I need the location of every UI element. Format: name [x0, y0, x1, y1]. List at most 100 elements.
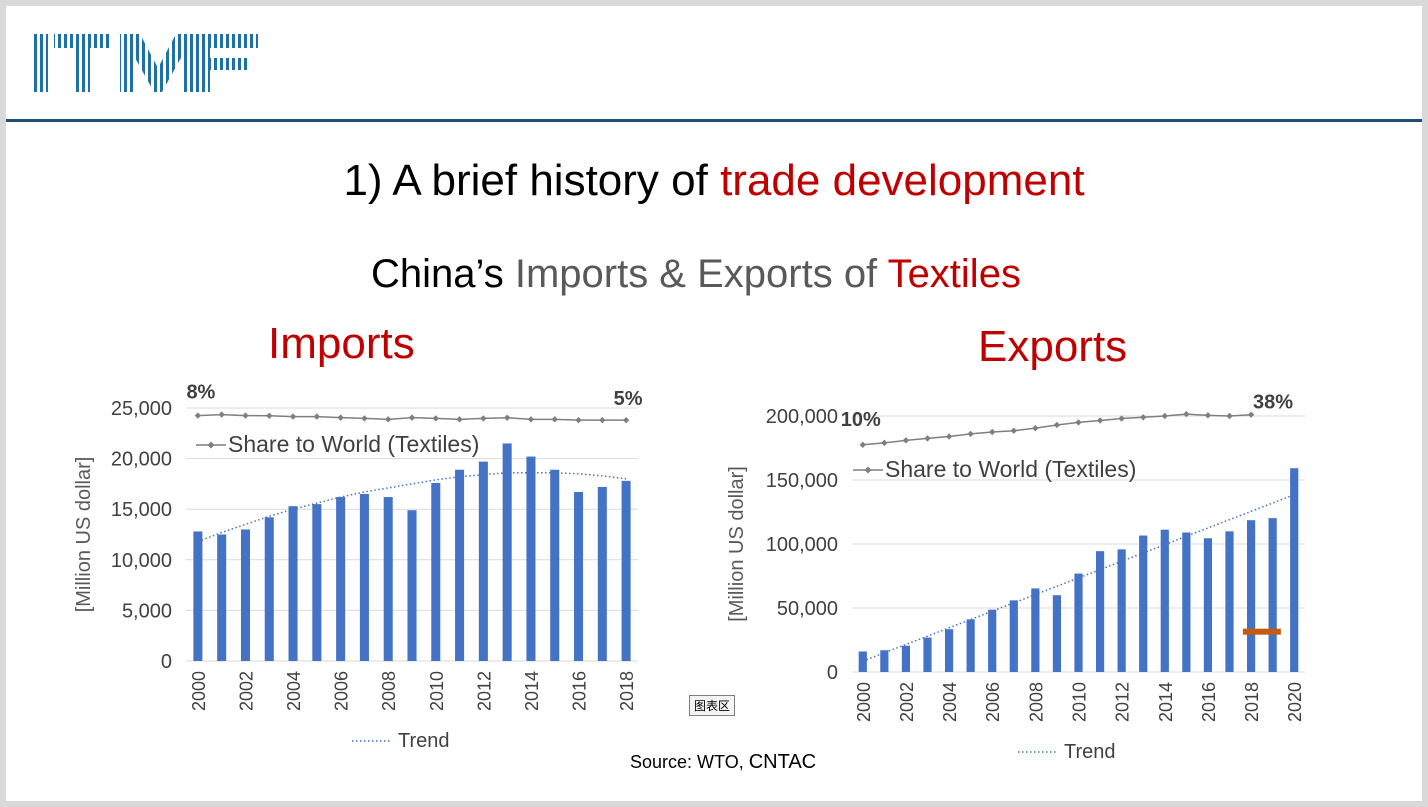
exports-bar — [1246, 520, 1256, 672]
imports-share-point — [194, 412, 202, 419]
imports-share-point — [551, 416, 558, 423]
exports-bar — [1095, 551, 1105, 672]
imports-xtick-label: 2008 — [379, 671, 399, 711]
imports-xtick-label: 2004 — [284, 671, 304, 711]
imports-bar — [383, 497, 393, 661]
title-part1: 1) A brief history of — [343, 156, 721, 205]
exports-bar — [1052, 595, 1062, 672]
imports-share-point — [480, 415, 487, 422]
exports-bar — [923, 637, 932, 672]
subtitle-part1: China’s — [371, 252, 515, 296]
slide-subtitle: China’s Imports & Exports of Textiles — [6, 252, 1386, 297]
exports-bar — [1290, 468, 1299, 672]
imports-bar — [359, 494, 369, 661]
exports-xtick-label: 2014 — [1156, 682, 1176, 722]
exports-share-line — [862, 413, 1252, 446]
imports-chart[interactable]: 0 5,000 10,000 15,000 20,000 25,000 8% 5% Share … — [56, 366, 656, 766]
exports-share-point — [989, 428, 996, 436]
exports-share-start-label: 10% — [841, 409, 881, 431]
imports-bar — [550, 469, 560, 661]
imports-xtick-label: 2012 — [474, 671, 494, 711]
source-prefix: Source: WTO, — [630, 752, 749, 772]
imports-share-point — [527, 416, 535, 423]
imports-share-start-label: 8% — [186, 382, 215, 404]
slide-title: 1) A brief history of trade development — [6, 156, 1422, 206]
imports-share-point — [289, 413, 297, 420]
exports-xtick-label: 2006 — [983, 682, 1003, 722]
exports-share-point — [902, 437, 910, 444]
exports-ytick-label: 50,000 — [777, 598, 838, 620]
exports-share-point — [1053, 421, 1061, 429]
imports-bar — [217, 534, 227, 661]
itmf-logo — [34, 34, 258, 92]
exports-share-point — [1096, 417, 1104, 424]
exports-share-end-label: 38% — [1253, 392, 1293, 414]
exports-ytick-label: 100,000 — [766, 534, 838, 556]
exports-xtick-label: 2016 — [1199, 682, 1219, 722]
exports-xtick-label: 2020 — [1285, 682, 1305, 722]
imports-xtick-label: 2016 — [570, 671, 590, 711]
imports-share-point — [456, 416, 463, 423]
exports-xtick-label: 2010 — [1070, 682, 1090, 722]
imports-bar — [478, 461, 488, 661]
imports-bar — [240, 529, 250, 661]
exports-share-point — [1140, 414, 1147, 421]
exports-share-point — [1247, 411, 1255, 418]
exports-bar — [988, 609, 997, 672]
exports-bar — [1009, 600, 1018, 672]
imports-bar — [574, 491, 584, 661]
exports-xtick-label: 2000 — [854, 682, 874, 722]
exports-share-point — [924, 435, 931, 442]
imports-share-point — [361, 415, 368, 422]
imports-share-point — [408, 414, 416, 421]
imports-bar — [502, 443, 512, 661]
exports-bar — [944, 629, 954, 672]
slide: 1) A brief history of trade development … — [6, 6, 1422, 801]
exports-xtick-label: 2004 — [940, 682, 960, 722]
exports-bar — [1117, 549, 1126, 672]
exports-ytick-label: 150,000 — [766, 470, 838, 492]
imports-xtick-label: 2010 — [427, 671, 447, 711]
imports-bar — [407, 510, 417, 661]
imports-xtick-label: 2014 — [522, 671, 542, 711]
source-note: Source: WTO, CNTAC — [630, 751, 816, 774]
imports-share-end-label: 5% — [614, 388, 643, 410]
imports-share-point — [575, 416, 582, 424]
exports-share-point — [1226, 412, 1233, 420]
imports-share-point — [218, 411, 225, 418]
exports-share-point — [967, 430, 974, 438]
imports-bar — [312, 504, 322, 661]
exports-share-point — [1010, 427, 1017, 434]
exports-bar — [1182, 532, 1191, 672]
exports-share-point — [859, 441, 866, 448]
imports-xtick-label: 2000 — [189, 671, 209, 711]
imports-bar — [336, 497, 346, 661]
exports-bar — [901, 645, 911, 672]
imports-share-point — [432, 415, 439, 422]
exports-xtick-label: 2018 — [1242, 682, 1262, 722]
imports-share-legend-label: Share to World (Textiles) — [228, 431, 479, 457]
imports-xtick-label: 2018 — [617, 671, 637, 711]
exports-bar — [858, 651, 867, 672]
exports-share-point — [881, 439, 888, 447]
imports-share-point — [337, 414, 344, 421]
imports-bar — [455, 469, 465, 661]
imports-xtick-label: 2002 — [236, 671, 256, 711]
imports-bar — [526, 456, 536, 661]
exports-share-point — [1161, 412, 1168, 420]
imports-bar — [597, 486, 607, 661]
exports-share-point — [945, 433, 953, 440]
exports-heading: Exports — [978, 322, 1128, 371]
imports-bar — [431, 482, 441, 661]
imports-xtick-label: 2006 — [332, 671, 352, 711]
imports-share-point — [242, 412, 249, 419]
imports-ylabel: [Million US dollar] — [73, 457, 95, 613]
exports-share-legend-label: Share to World (Textiles) — [885, 456, 1136, 482]
source-suffix: CNTAC — [748, 751, 817, 773]
exports-chart[interactable]: 0 50,000 100,000 150,000 200,000 10% 38% Share … — [706, 376, 1326, 776]
imports-share-point — [313, 413, 321, 420]
exports-share-point — [1204, 412, 1212, 419]
chart-area-tooltip: 图表区 — [689, 695, 736, 716]
imports-share-legend-marker — [207, 441, 215, 449]
exports-bar — [1268, 518, 1277, 672]
